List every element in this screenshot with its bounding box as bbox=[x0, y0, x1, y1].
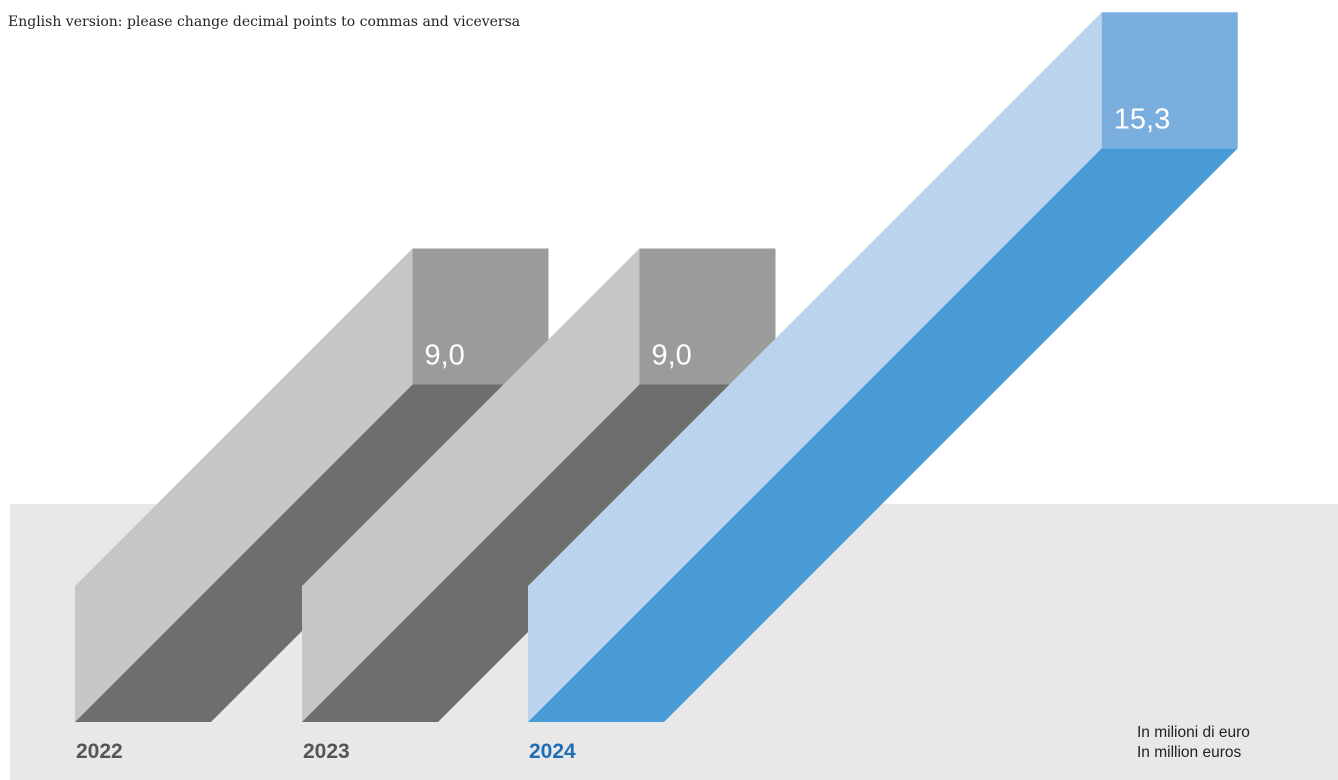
value-label-2023: 9,0 bbox=[652, 340, 692, 372]
unit-label-en: In million euros bbox=[1137, 744, 1241, 761]
category-label-2022: 2022 bbox=[76, 740, 123, 763]
bar-side-2023 bbox=[302, 248, 640, 722]
value-label-2024: 15,3 bbox=[1114, 103, 1170, 135]
value-label-2022: 9,0 bbox=[425, 340, 465, 372]
bar-cap-2022 bbox=[412, 248, 549, 385]
bar-front-2024 bbox=[528, 148, 1238, 722]
bar-side-2024 bbox=[528, 12, 1102, 722]
unit-label-it: In milioni di euro bbox=[1137, 724, 1250, 741]
bars-group: 9,0 2022 9,0 2023 15,3 2024 bbox=[75, 12, 1238, 763]
category-label-2024: 2024 bbox=[529, 740, 576, 763]
bar-cap-2024 bbox=[1101, 12, 1238, 149]
instruction-note: English version: please change decimal p… bbox=[8, 14, 520, 30]
category-label-2023: 2023 bbox=[303, 740, 350, 763]
bar-side-2022 bbox=[75, 248, 413, 722]
